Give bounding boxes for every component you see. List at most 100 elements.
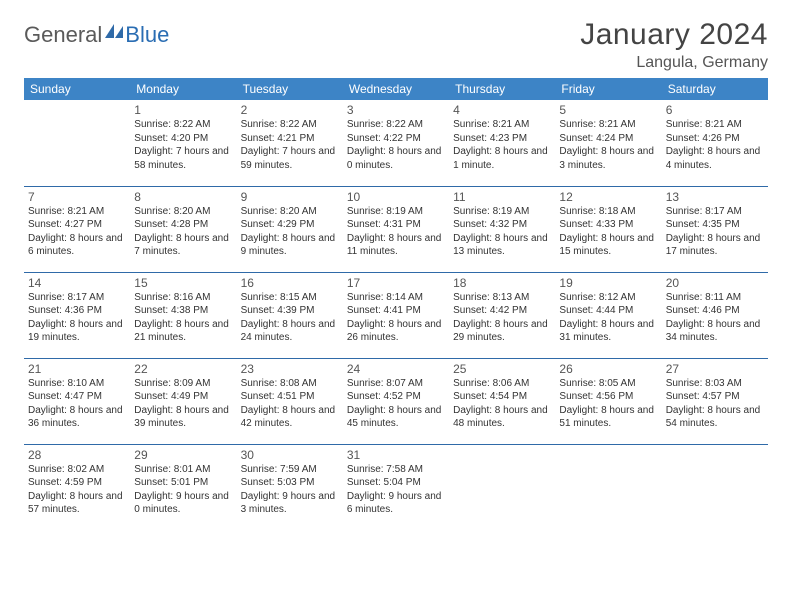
calendar-day-cell: 8Sunrise: 8:20 AMSunset: 4:28 PMDaylight…	[130, 186, 236, 272]
day-info: Sunrise: 8:02 AMSunset: 4:59 PMDaylight:…	[28, 463, 126, 517]
calendar-head: SundayMondayTuesdayWednesdayThursdayFrid…	[24, 78, 768, 100]
day-info: Sunrise: 8:22 AMSunset: 4:22 PMDaylight:…	[347, 118, 445, 172]
logo-text-general: General	[24, 22, 102, 48]
day-number: 22	[134, 362, 232, 376]
day-info: Sunrise: 8:21 AMSunset: 4:26 PMDaylight:…	[666, 118, 764, 172]
day-number: 16	[241, 276, 339, 290]
day-header: Thursday	[449, 78, 555, 100]
day-number: 10	[347, 190, 445, 204]
day-info: Sunrise: 8:07 AMSunset: 4:52 PMDaylight:…	[347, 377, 445, 431]
header: General Blue January 2024 Langula, Germa…	[24, 18, 768, 72]
day-number: 11	[453, 190, 551, 204]
calendar-week-row: 1Sunrise: 8:22 AMSunset: 4:20 PMDaylight…	[24, 100, 768, 186]
calendar-day-cell: 5Sunrise: 8:21 AMSunset: 4:24 PMDaylight…	[555, 100, 661, 186]
day-info: Sunrise: 8:08 AMSunset: 4:51 PMDaylight:…	[241, 377, 339, 431]
day-header: Friday	[555, 78, 661, 100]
day-info: Sunrise: 7:59 AMSunset: 5:03 PMDaylight:…	[241, 463, 339, 517]
day-info: Sunrise: 8:09 AMSunset: 4:49 PMDaylight:…	[134, 377, 232, 431]
calendar-day-cell: 22Sunrise: 8:09 AMSunset: 4:49 PMDayligh…	[130, 358, 236, 444]
day-info: Sunrise: 8:20 AMSunset: 4:28 PMDaylight:…	[134, 205, 232, 259]
calendar-day-cell: 25Sunrise: 8:06 AMSunset: 4:54 PMDayligh…	[449, 358, 555, 444]
calendar-empty-cell	[555, 444, 661, 530]
day-number: 7	[28, 190, 126, 204]
calendar-day-cell: 20Sunrise: 8:11 AMSunset: 4:46 PMDayligh…	[662, 272, 768, 358]
calendar-day-cell: 14Sunrise: 8:17 AMSunset: 4:36 PMDayligh…	[24, 272, 130, 358]
day-info: Sunrise: 8:16 AMSunset: 4:38 PMDaylight:…	[134, 291, 232, 345]
calendar-day-cell: 28Sunrise: 8:02 AMSunset: 4:59 PMDayligh…	[24, 444, 130, 530]
calendar-day-cell: 9Sunrise: 8:20 AMSunset: 4:29 PMDaylight…	[237, 186, 343, 272]
day-number: 4	[453, 103, 551, 117]
calendar-day-cell: 4Sunrise: 8:21 AMSunset: 4:23 PMDaylight…	[449, 100, 555, 186]
day-number: 13	[666, 190, 764, 204]
day-info: Sunrise: 8:17 AMSunset: 4:36 PMDaylight:…	[28, 291, 126, 345]
title-block: January 2024 Langula, Germany	[580, 18, 768, 72]
calendar-week-row: 28Sunrise: 8:02 AMSunset: 4:59 PMDayligh…	[24, 444, 768, 530]
day-info: Sunrise: 8:19 AMSunset: 4:32 PMDaylight:…	[453, 205, 551, 259]
calendar-empty-cell	[662, 444, 768, 530]
day-info: Sunrise: 8:15 AMSunset: 4:39 PMDaylight:…	[241, 291, 339, 345]
day-number: 29	[134, 448, 232, 462]
calendar-day-cell: 23Sunrise: 8:08 AMSunset: 4:51 PMDayligh…	[237, 358, 343, 444]
calendar-week-row: 14Sunrise: 8:17 AMSunset: 4:36 PMDayligh…	[24, 272, 768, 358]
calendar-day-cell: 2Sunrise: 8:22 AMSunset: 4:21 PMDaylight…	[237, 100, 343, 186]
calendar-day-cell: 11Sunrise: 8:19 AMSunset: 4:32 PMDayligh…	[449, 186, 555, 272]
day-header: Tuesday	[237, 78, 343, 100]
day-number: 3	[347, 103, 445, 117]
day-info: Sunrise: 8:22 AMSunset: 4:20 PMDaylight:…	[134, 118, 232, 172]
day-info: Sunrise: 8:03 AMSunset: 4:57 PMDaylight:…	[666, 377, 764, 431]
day-number: 27	[666, 362, 764, 376]
day-number: 23	[241, 362, 339, 376]
day-info: Sunrise: 8:12 AMSunset: 4:44 PMDaylight:…	[559, 291, 657, 345]
day-header: Monday	[130, 78, 236, 100]
calendar-day-cell: 3Sunrise: 8:22 AMSunset: 4:22 PMDaylight…	[343, 100, 449, 186]
day-info: Sunrise: 8:10 AMSunset: 4:47 PMDaylight:…	[28, 377, 126, 431]
day-info: Sunrise: 8:21 AMSunset: 4:27 PMDaylight:…	[28, 205, 126, 259]
calendar-day-cell: 31Sunrise: 7:58 AMSunset: 5:04 PMDayligh…	[343, 444, 449, 530]
day-info: Sunrise: 8:14 AMSunset: 4:41 PMDaylight:…	[347, 291, 445, 345]
day-info: Sunrise: 8:17 AMSunset: 4:35 PMDaylight:…	[666, 205, 764, 259]
calendar-day-cell: 16Sunrise: 8:15 AMSunset: 4:39 PMDayligh…	[237, 272, 343, 358]
calendar-day-cell: 17Sunrise: 8:14 AMSunset: 4:41 PMDayligh…	[343, 272, 449, 358]
day-info: Sunrise: 8:13 AMSunset: 4:42 PMDaylight:…	[453, 291, 551, 345]
day-number: 12	[559, 190, 657, 204]
calendar-day-cell: 7Sunrise: 8:21 AMSunset: 4:27 PMDaylight…	[24, 186, 130, 272]
day-number: 8	[134, 190, 232, 204]
calendar-day-cell: 27Sunrise: 8:03 AMSunset: 4:57 PMDayligh…	[662, 358, 768, 444]
day-number: 24	[347, 362, 445, 376]
day-info: Sunrise: 8:18 AMSunset: 4:33 PMDaylight:…	[559, 205, 657, 259]
day-info: Sunrise: 8:22 AMSunset: 4:21 PMDaylight:…	[241, 118, 339, 172]
logo: General Blue	[24, 22, 169, 48]
location-label: Langula, Germany	[580, 54, 768, 72]
calendar-day-cell: 30Sunrise: 7:59 AMSunset: 5:03 PMDayligh…	[237, 444, 343, 530]
day-number: 9	[241, 190, 339, 204]
logo-text-blue: Blue	[125, 22, 169, 48]
calendar-day-cell: 21Sunrise: 8:10 AMSunset: 4:47 PMDayligh…	[24, 358, 130, 444]
day-number: 5	[559, 103, 657, 117]
day-number: 31	[347, 448, 445, 462]
day-number: 18	[453, 276, 551, 290]
day-info: Sunrise: 8:19 AMSunset: 4:31 PMDaylight:…	[347, 205, 445, 259]
day-number: 1	[134, 103, 232, 117]
calendar-day-cell: 10Sunrise: 8:19 AMSunset: 4:31 PMDayligh…	[343, 186, 449, 272]
day-info: Sunrise: 8:21 AMSunset: 4:23 PMDaylight:…	[453, 118, 551, 172]
calendar-empty-cell	[449, 444, 555, 530]
logo-sail-icon	[105, 24, 123, 38]
calendar-day-cell: 26Sunrise: 8:05 AMSunset: 4:56 PMDayligh…	[555, 358, 661, 444]
calendar-week-row: 21Sunrise: 8:10 AMSunset: 4:47 PMDayligh…	[24, 358, 768, 444]
day-number: 15	[134, 276, 232, 290]
day-number: 2	[241, 103, 339, 117]
day-number: 25	[453, 362, 551, 376]
page-title: January 2024	[580, 18, 768, 52]
day-header: Wednesday	[343, 78, 449, 100]
calendar-day-cell: 1Sunrise: 8:22 AMSunset: 4:20 PMDaylight…	[130, 100, 236, 186]
calendar-day-cell: 18Sunrise: 8:13 AMSunset: 4:42 PMDayligh…	[449, 272, 555, 358]
day-number: 14	[28, 276, 126, 290]
calendar-table: SundayMondayTuesdayWednesdayThursdayFrid…	[24, 78, 768, 530]
day-info: Sunrise: 8:20 AMSunset: 4:29 PMDaylight:…	[241, 205, 339, 259]
day-info: Sunrise: 8:21 AMSunset: 4:24 PMDaylight:…	[559, 118, 657, 172]
day-info: Sunrise: 7:58 AMSunset: 5:04 PMDaylight:…	[347, 463, 445, 517]
calendar-day-cell: 13Sunrise: 8:17 AMSunset: 4:35 PMDayligh…	[662, 186, 768, 272]
calendar-day-cell: 12Sunrise: 8:18 AMSunset: 4:33 PMDayligh…	[555, 186, 661, 272]
day-number: 19	[559, 276, 657, 290]
calendar-day-cell: 24Sunrise: 8:07 AMSunset: 4:52 PMDayligh…	[343, 358, 449, 444]
